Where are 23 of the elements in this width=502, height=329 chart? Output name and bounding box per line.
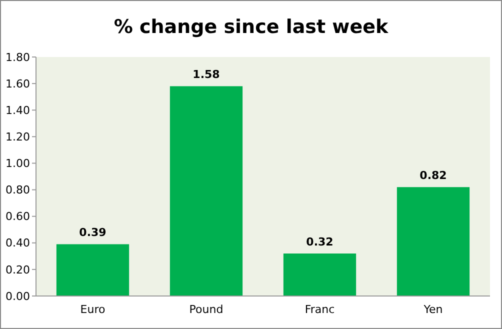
- data-label: 1.58: [192, 68, 220, 82]
- y-tick-label: 1.80: [6, 50, 30, 64]
- x-tick-label: Euro: [80, 303, 106, 316]
- bar: [396, 187, 470, 296]
- y-tick-label: 0.20: [6, 263, 30, 276]
- data-label: 0.32: [306, 236, 334, 249]
- data-label: 0.39: [79, 226, 106, 240]
- bar: [56, 244, 130, 296]
- x-tick-label: Pound: [189, 303, 224, 316]
- y-tick-label: 1.60: [6, 77, 30, 90]
- y-tick-label: 0.40: [6, 236, 30, 250]
- bar: [283, 254, 356, 296]
- bar: [170, 86, 243, 296]
- data-label: 0.82: [420, 169, 447, 182]
- chart-title: % change since last week: [114, 16, 389, 38]
- y-tick-label: 0.60: [6, 210, 30, 224]
- x-tick-label: Yen: [422, 303, 443, 316]
- y-tick-label: 0.00: [6, 290, 30, 303]
- y-tick-label: 1.20: [6, 130, 30, 144]
- y-tick-label: 1.00: [6, 157, 30, 170]
- y-tick-label: 0.80: [6, 184, 30, 197]
- y-tick-label: 1.40: [6, 104, 30, 117]
- x-tick-label: Franc: [304, 303, 335, 316]
